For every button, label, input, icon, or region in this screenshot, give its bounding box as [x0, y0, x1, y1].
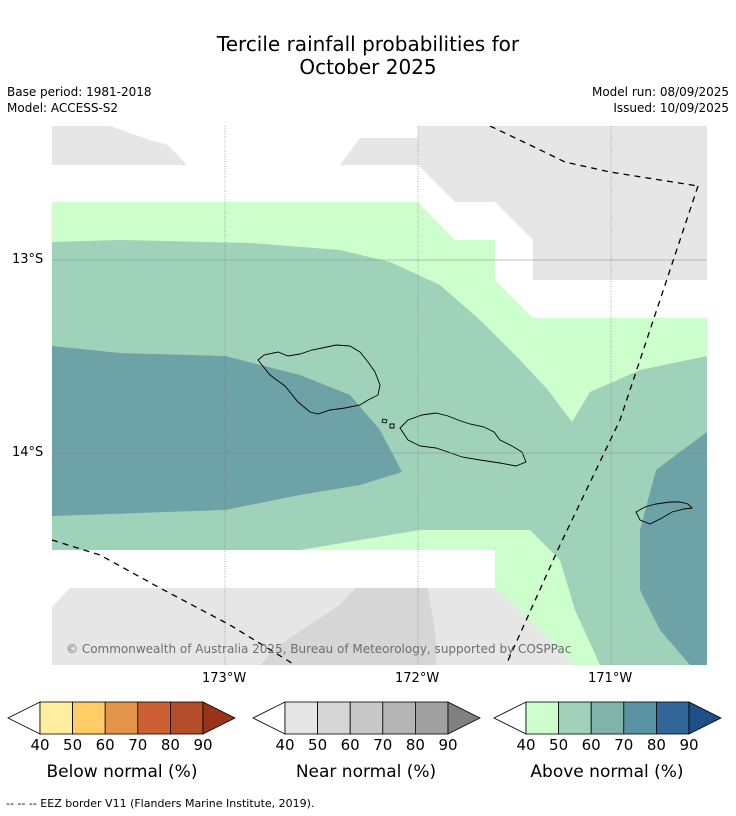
- near-normal-region-top-left: [52, 126, 187, 165]
- colorbar-tick-label: 90: [193, 736, 213, 754]
- colorbar-near-normal-title: Near normal (%): [295, 762, 437, 782]
- colorbar-segment: [284, 701, 318, 735]
- colorbar-segment: [414, 701, 449, 735]
- colorbar-tick-label: 70: [128, 736, 148, 754]
- colorbar-tick-label: 70: [373, 736, 393, 754]
- colorbar-segment: [525, 701, 559, 735]
- colorbar-tick-label: 80: [405, 736, 425, 754]
- lon-label-172w: 172°W: [395, 671, 440, 686]
- colorbar-segment: [656, 701, 690, 735]
- base-period: Base period: 1981-2018: [7, 85, 152, 99]
- eez-legend-note: -- -- -- EEZ border V11 (Flanders Marine…: [6, 797, 315, 810]
- colorbar-tick-label: 60: [340, 736, 360, 754]
- colorbar-segment: [349, 701, 384, 735]
- colorbar-min-extend: [252, 701, 286, 735]
- above-normal-60-region-west: [52, 346, 402, 516]
- colorbar-tick-label: 50: [549, 736, 569, 754]
- colorbar-segment: [169, 701, 204, 735]
- eez-border-top: [489, 126, 699, 187]
- colorbar-tick-label: 60: [95, 736, 115, 754]
- colorbar-tick-label: 50: [308, 736, 328, 754]
- island-savaii: [257, 344, 381, 415]
- colorbar-segment: [104, 701, 139, 735]
- colorbar-tick-label: 90: [438, 736, 458, 754]
- eez-border-west: [52, 539, 296, 665]
- title-line-1: Tercile rainfall probabilities for: [216, 32, 520, 56]
- colorbar-tick-label: 50: [63, 736, 83, 754]
- colorbar-tick-label: 40: [30, 736, 50, 754]
- model-name: Model: ACCESS-S2: [7, 101, 119, 115]
- colorbar-max-extend: [688, 701, 722, 735]
- colorbar-above-normal: [493, 701, 722, 735]
- island-upolu: [399, 412, 527, 467]
- near-normal-region-top-right: [340, 126, 707, 280]
- colorbar-below-normal-title: Below normal (%): [46, 762, 198, 782]
- island-manono: [381, 418, 388, 424]
- above-normal-60-region-east: [640, 432, 707, 665]
- island-apolima: [389, 423, 395, 429]
- colorbar-max-extend: [447, 701, 481, 735]
- colorbar-tick-label: 80: [646, 736, 666, 754]
- colorbar-below-normal: [7, 701, 236, 735]
- issued-date: Issued: 10/09/2025: [613, 101, 729, 115]
- model-run: Model run: 08/09/2025: [591, 85, 729, 99]
- colorbar-max-extend: [202, 701, 236, 735]
- lon-label-173w: 173°W: [202, 671, 247, 686]
- probability-map: © Commonwealth of Australia 2025, Bureau…: [52, 126, 707, 665]
- island-tutuila: [635, 501, 693, 525]
- colorbar-tick-label: 80: [160, 736, 180, 754]
- eez-border-east: [505, 185, 699, 665]
- colorbar-tick-label: 40: [275, 736, 295, 754]
- colorbar-above-normal-title: Above normal (%): [530, 762, 684, 782]
- lat-label-13s: 13°S: [12, 252, 44, 267]
- near-normal-regions: [52, 126, 707, 665]
- colorbar-tick-label: 90: [679, 736, 699, 754]
- colorbar-tick-label: 40: [516, 736, 536, 754]
- colorbar-tick-label: 70: [614, 736, 634, 754]
- colorbar-segment: [39, 701, 73, 735]
- colorbar-tick-label: 60: [581, 736, 601, 754]
- colorbar-segment: [590, 701, 625, 735]
- colorbar-segment: [558, 701, 592, 735]
- colorbar-segment: [623, 701, 657, 735]
- eez-borders: [52, 126, 699, 665]
- near-normal-region-bottom-darker: [260, 588, 436, 665]
- copyright-text: © Commonwealth of Australia 2025, Bureau…: [66, 642, 571, 656]
- gridlines: [52, 126, 707, 665]
- colorbar-min-extend: [7, 701, 41, 735]
- colorbar-segment: [137, 701, 171, 735]
- lon-label-171w: 171°W: [588, 671, 633, 686]
- colorbar-near-normal: [252, 701, 481, 735]
- colorbar-segment: [382, 701, 416, 735]
- colorbar-segment: [72, 701, 106, 735]
- colorbars: [7, 701, 722, 735]
- island-outlines: [257, 344, 693, 525]
- colorbar-segment: [317, 701, 351, 735]
- lat-label-14s: 14°S: [12, 445, 44, 460]
- colorbar-min-extend: [493, 701, 527, 735]
- title-line-2: October 2025: [299, 55, 437, 79]
